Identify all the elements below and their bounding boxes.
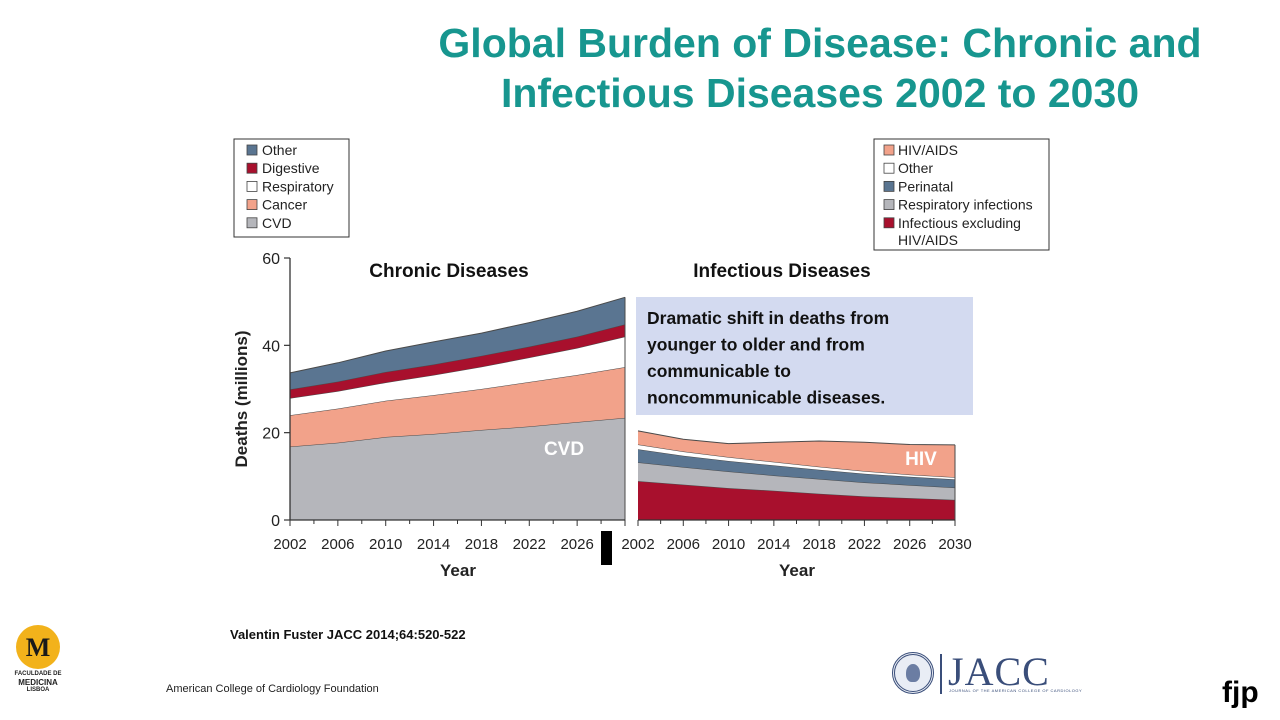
slide-title-line-1: Global Burden of Disease: Chronic and (438, 20, 1202, 66)
faculty-logo: M FACULDADE DE MEDICINA LISBOA (10, 625, 66, 694)
x-tick-label-infectious-2022: 2022 (848, 536, 881, 553)
legend-chronic-swatch-other (246, 144, 258, 156)
y-axis-title: Deaths (millions) (232, 331, 251, 468)
infectious-edge-hiv-aids (637, 430, 956, 446)
x-tick-label-chronic-2022: 2022 (513, 536, 546, 553)
x-tick-label-infectious-2010: 2010 (712, 536, 745, 553)
chronic-area-cvd (290, 417, 625, 520)
x-tick-label-infectious-2030: 2030 (938, 536, 971, 553)
legend-infectious-swatch-other (883, 162, 895, 174)
legend-chronic-swatch-digestive (246, 162, 258, 174)
y-tick-label-40: 40 (262, 338, 280, 355)
x-tick-label-infectious-2006: 2006 (667, 536, 700, 553)
callout-line-2: younger to older and from (647, 335, 865, 355)
axis-break-marker (601, 531, 612, 565)
legend-infectious-swatch-infectious-excluding-hiv-aids (883, 217, 895, 229)
jacc-logo-subtitle: JOURNAL OF THE AMERICAN COLLEGE OF CARDI… (949, 688, 1083, 693)
infectious-area-infectious-excluding-hiv-aids (638, 481, 955, 520)
x-tick-label-chronic-2018: 2018 (465, 536, 498, 553)
y-tick-label-60: 60 (262, 251, 280, 268)
legend-chronic-swatch-cancer (246, 199, 258, 211)
legend-infectious-swatch-hiv-aids (883, 144, 895, 156)
legend-chronic-label-cvd: CVD (262, 215, 292, 231)
y-tick-label-20: 20 (262, 426, 280, 443)
infectious-area-hiv-aids (638, 430, 955, 478)
legend-infectious-swatch-respiratory-infections (883, 199, 895, 211)
legend-infectious-label-other: Other (898, 160, 933, 176)
x-tick-label-chronic-2002: 2002 (273, 536, 306, 553)
legend-infectious-label-infectious-excluding-hiv-aids-line2: HIV/AIDS (898, 232, 958, 248)
x-tick-label-chronic-2006: 2006 (321, 536, 354, 553)
legend-infectious-label-infectious-excluding-hiv-aids: Infectious excluding (898, 215, 1021, 231)
chronic-area-cancer (290, 367, 625, 447)
faculty-logo-line2: MEDICINA (18, 678, 58, 687)
callout-line-4: noncommunicable diseases. (647, 388, 885, 408)
legend-chronic-label-other: Other (262, 142, 297, 158)
legend-chronic-label-digestive: Digestive (262, 160, 320, 176)
callout-line-1: Dramatic shift in deaths from (647, 308, 889, 328)
slide-title-line-2: Infectious Diseases 2002 to 2030 (500, 70, 1140, 116)
y-tick-label-0: 0 (271, 513, 280, 530)
slide-title: Global Burden of Disease: Chronic and In… (330, 18, 1280, 118)
chronic-area-other (290, 297, 625, 390)
faculty-logo-line3: LISBOA (26, 687, 50, 693)
faculty-logo-line1: FACULDADE DE (14, 671, 62, 677)
faculty-logo-emblem: M (16, 625, 60, 669)
infectious-area-perinatal (638, 449, 955, 488)
legend-chronic-label-cancer: Cancer (262, 197, 307, 213)
x-axis-title-infectious: Year (779, 561, 815, 580)
legend-infectious (873, 138, 1050, 251)
legend-chronic-swatch-cvd (246, 217, 258, 229)
jacc-logo: JACC JOURNAL OF THE AMERICAN COLLEGE OF … (892, 649, 1083, 700)
legend-chronic-label-respiratory: Respiratory (262, 178, 334, 194)
legend-chronic-swatch-respiratory (246, 180, 258, 192)
annotation-hiv: HIV (905, 449, 937, 470)
footer-source: American College of Cardiology Foundatio… (166, 683, 379, 695)
jacc-logo-word: JACC (948, 649, 1050, 694)
x-tick-label-chronic-2010: 2010 (369, 536, 402, 553)
callout-box (636, 297, 973, 415)
x-axis-title-chronic: Year (440, 561, 476, 580)
callout-line-3: communicable to (647, 361, 791, 381)
chronic-area-respiratory (290, 336, 625, 416)
legend-infectious-swatch-perinatal (883, 180, 895, 192)
infectious-area-other (638, 444, 955, 480)
x-tick-label-infectious-2002: 2002 (621, 536, 654, 553)
x-tick-label-infectious-2014: 2014 (757, 536, 790, 553)
legend-infectious-label-perinatal: Perinatal (898, 178, 953, 194)
citation: Valentin Fuster JACC 2014;64:520-522 (230, 627, 466, 642)
x-tick-label-infectious-2018: 2018 (802, 536, 835, 553)
chronic-area-digestive (290, 324, 625, 399)
x-tick-label-infectious-2026: 2026 (893, 536, 926, 553)
legend-infectious-label-respiratory-infections: Respiratory infections (898, 197, 1033, 213)
author-signature: fjp (1222, 676, 1259, 709)
panel-title-infectious: Infectious Diseases (693, 261, 870, 282)
annotation-cvd: CVD (544, 439, 584, 460)
legend-infectious-label-hiv-aids: HIV/AIDS (898, 142, 958, 158)
x-tick-label-chronic-2014: 2014 (417, 536, 450, 553)
jacc-seal-icon (892, 652, 934, 694)
infectious-area-respiratory-infections (638, 462, 955, 500)
chronic-edge-other (289, 296, 626, 374)
x-tick-label-chronic-2026: 2026 (560, 536, 593, 553)
panel-title-chronic: Chronic Diseases (369, 261, 528, 282)
